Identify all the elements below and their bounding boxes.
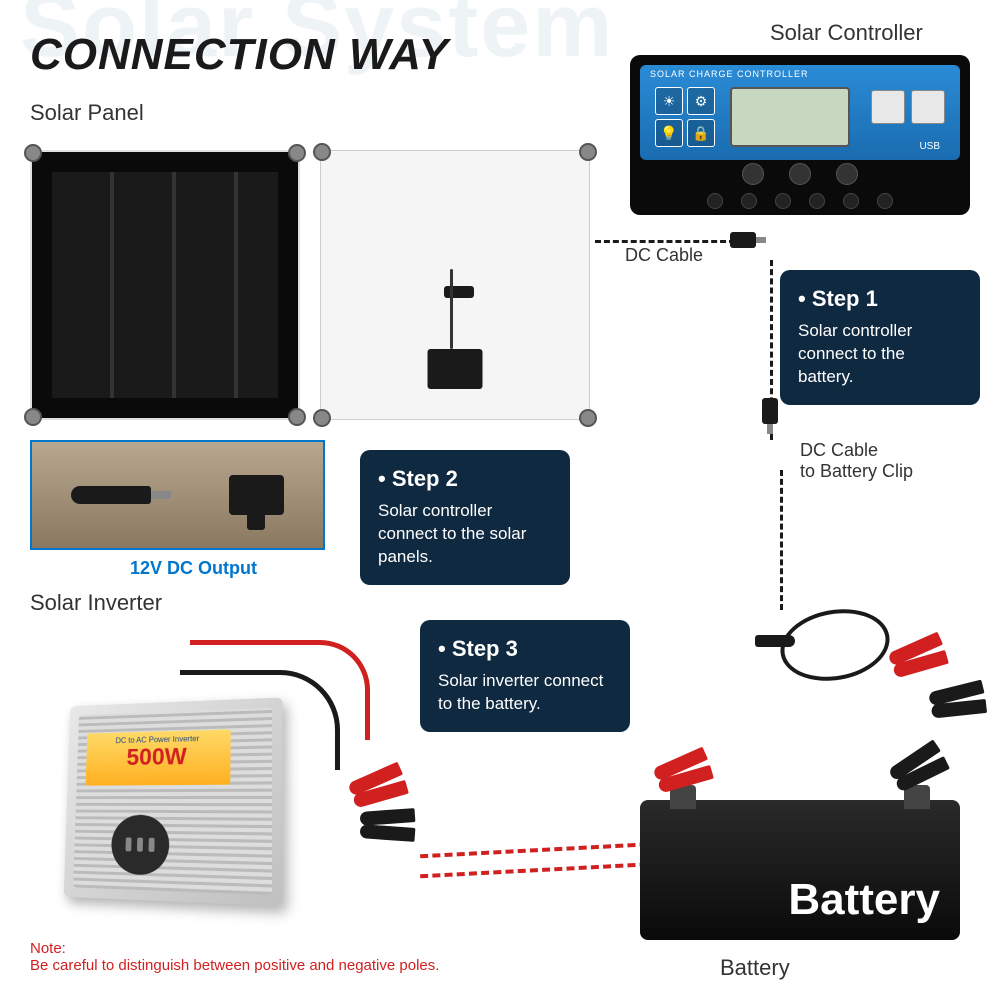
controller-terminal-row	[707, 193, 893, 209]
dashed-connector-icon	[780, 470, 783, 610]
controller-lcd-screen	[730, 87, 850, 147]
grommet-icon	[288, 408, 306, 426]
dc-cable-label: DC Cable	[625, 245, 703, 266]
usb-label: USB	[919, 141, 940, 152]
lock-icon: 🔒	[687, 119, 715, 147]
step-desc: Solar controller connect to the battery.	[798, 320, 962, 389]
inverter-sticker: DC to AC Power Inverter 500W	[86, 729, 231, 785]
solar-inverter-label: Solar Inverter	[30, 590, 162, 616]
grommet-icon	[579, 143, 597, 161]
inverter-wattage: 500W	[90, 742, 227, 772]
grommet-icon	[313, 409, 331, 427]
battery-device-label: Battery	[788, 875, 940, 925]
controller-button-row	[742, 163, 858, 185]
solar-controller-label: Solar Controller	[770, 20, 923, 46]
gear-icon: ⚙	[687, 87, 715, 115]
junction-box-icon	[428, 349, 483, 389]
terminal-icon	[843, 193, 859, 209]
note-title: Note:	[30, 940, 66, 957]
cable-plug-icon	[730, 232, 756, 248]
grommet-icon	[24, 408, 42, 426]
battery-label: Battery	[720, 955, 790, 981]
terminal-icon	[809, 193, 825, 209]
step-1-box: • Step 1 Solar controller connect to the…	[780, 270, 980, 405]
step-title: • Step 2	[378, 466, 552, 492]
controller-button-icon	[789, 163, 811, 185]
inverter-body: DC to AC Power Inverter 500W	[64, 697, 283, 906]
grommet-icon	[288, 144, 306, 162]
cable-plug-icon	[444, 286, 474, 298]
terminal-icon	[707, 193, 723, 209]
page-title: CONNECTION WAY	[30, 30, 449, 80]
solar-inverter-device: DC to AC Power Inverter 500W	[60, 640, 350, 900]
solar-panel-front	[30, 150, 300, 420]
dashed-red-connector-icon	[420, 842, 660, 859]
solar-panel-label: Solar Panel	[30, 100, 144, 126]
red-clip-icon	[347, 760, 418, 810]
usb-port-icon	[911, 90, 945, 124]
battery-device: Battery	[640, 800, 960, 940]
terminal-icon	[877, 193, 893, 209]
step-2-box: • Step 2 Solar controller connect to the…	[360, 450, 570, 585]
solar-panel-back	[320, 150, 590, 420]
terminal-icon	[741, 193, 757, 209]
step-title: • Step 3	[438, 636, 612, 662]
black-clip-icon	[360, 810, 425, 840]
controller-icon-grid: ☀ ⚙ 💡 🔒	[655, 87, 715, 147]
solar-controller-device: SOLAR CHARGE CONTROLLER ☀ ⚙ 💡 🔒 USB	[630, 55, 970, 215]
step-title: • Step 1	[798, 286, 962, 312]
dashed-connector-icon	[595, 240, 735, 243]
cable-plug-icon	[762, 398, 778, 424]
dc-to-clip-label: DC Cable to Battery Clip	[800, 440, 913, 482]
grommet-icon	[313, 143, 331, 161]
step-3-box: • Step 3 Solar inverter connect to the b…	[420, 620, 630, 732]
step-desc: Solar inverter connect to the battery.	[438, 670, 612, 716]
dc-output-panel	[30, 440, 325, 550]
usb-port-group	[871, 90, 945, 124]
cable-jack-icon	[755, 635, 795, 647]
usb-port-icon	[871, 90, 905, 124]
red-clip-icon	[887, 630, 958, 680]
grommet-icon	[579, 409, 597, 427]
dc-adapter-icon	[229, 475, 284, 515]
dc-barrel-plug-icon	[71, 486, 151, 504]
controller-button-icon	[836, 163, 858, 185]
controller-button-icon	[742, 163, 764, 185]
note-text: Be careful to distinguish between positi…	[30, 957, 439, 974]
bulb-icon: 💡	[655, 119, 683, 147]
dc-output-label: 12V DC Output	[130, 558, 257, 579]
sun-icon: ☀	[655, 87, 683, 115]
black-clip-icon	[928, 680, 997, 721]
controller-face: SOLAR CHARGE CONTROLLER ☀ ⚙ 💡 🔒 USB	[640, 65, 960, 160]
dashed-red-connector-icon	[420, 862, 660, 879]
grommet-icon	[24, 144, 42, 162]
step-desc: Solar controller connect to the solar pa…	[378, 500, 552, 569]
terminal-icon	[775, 193, 791, 209]
note-block: Note: Be careful to distinguish between …	[30, 940, 439, 974]
cable-icon	[450, 269, 453, 349]
controller-header-text: SOLAR CHARGE CONTROLLER	[650, 69, 809, 79]
